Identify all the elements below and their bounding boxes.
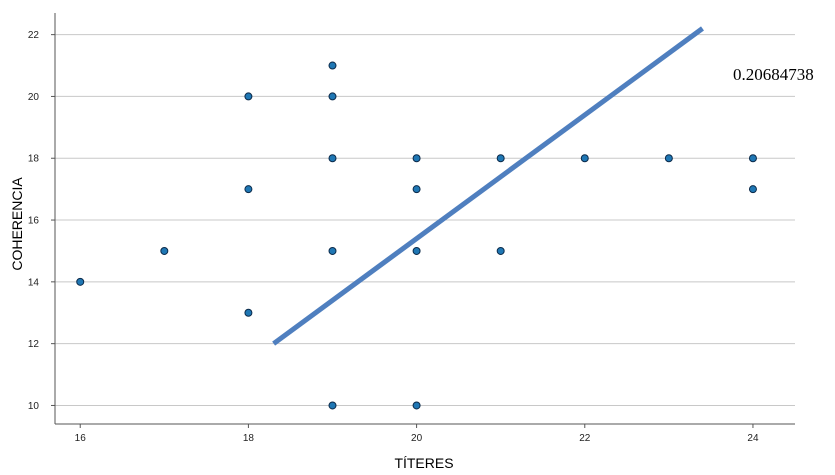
data-point	[748, 154, 757, 163]
x-tick-label: 16	[75, 433, 87, 444]
y-tick-label: 10	[28, 401, 40, 412]
y-tick-label: 12	[28, 339, 40, 350]
trendline	[272, 26, 704, 346]
data-point	[496, 246, 505, 255]
data-point	[244, 185, 253, 194]
data-points	[76, 61, 757, 410]
y-axis-title: COHERENCIA	[9, 177, 25, 271]
y-tick-label: 20	[28, 92, 40, 103]
data-point	[328, 61, 337, 70]
data-point	[244, 308, 253, 317]
data-point	[412, 154, 421, 163]
x-ticks: 16 18 20 22 24	[75, 424, 759, 444]
data-point	[160, 246, 169, 255]
y-tick-label: 14	[28, 277, 40, 288]
data-point	[580, 154, 589, 163]
data-point	[412, 185, 421, 194]
annotation-value: 0.20684738	[733, 65, 814, 84]
x-tick-label: 20	[411, 433, 423, 444]
y-tick-label: 22	[28, 30, 40, 41]
y-ticks: 10 12 14 16 18 20 22	[28, 30, 55, 412]
data-point	[244, 92, 253, 101]
data-point	[328, 246, 337, 255]
trendline-layer	[272, 26, 704, 346]
x-tick-label: 22	[579, 433, 591, 444]
data-point	[412, 246, 421, 255]
x-tick-label: 24	[747, 433, 759, 444]
data-point	[496, 154, 505, 163]
data-point	[412, 401, 421, 410]
data-point	[664, 154, 673, 163]
axes	[54, 13, 795, 425]
data-point	[76, 277, 85, 286]
x-tick-label: 18	[243, 433, 255, 444]
data-point	[328, 154, 337, 163]
gridlines	[55, 34, 795, 406]
y-tick-label: 18	[28, 154, 40, 165]
data-point	[328, 92, 337, 101]
y-tick-label: 16	[28, 216, 40, 227]
data-point	[748, 185, 757, 194]
x-axis-title: TÍTERES	[394, 455, 453, 470]
data-point	[328, 401, 337, 410]
